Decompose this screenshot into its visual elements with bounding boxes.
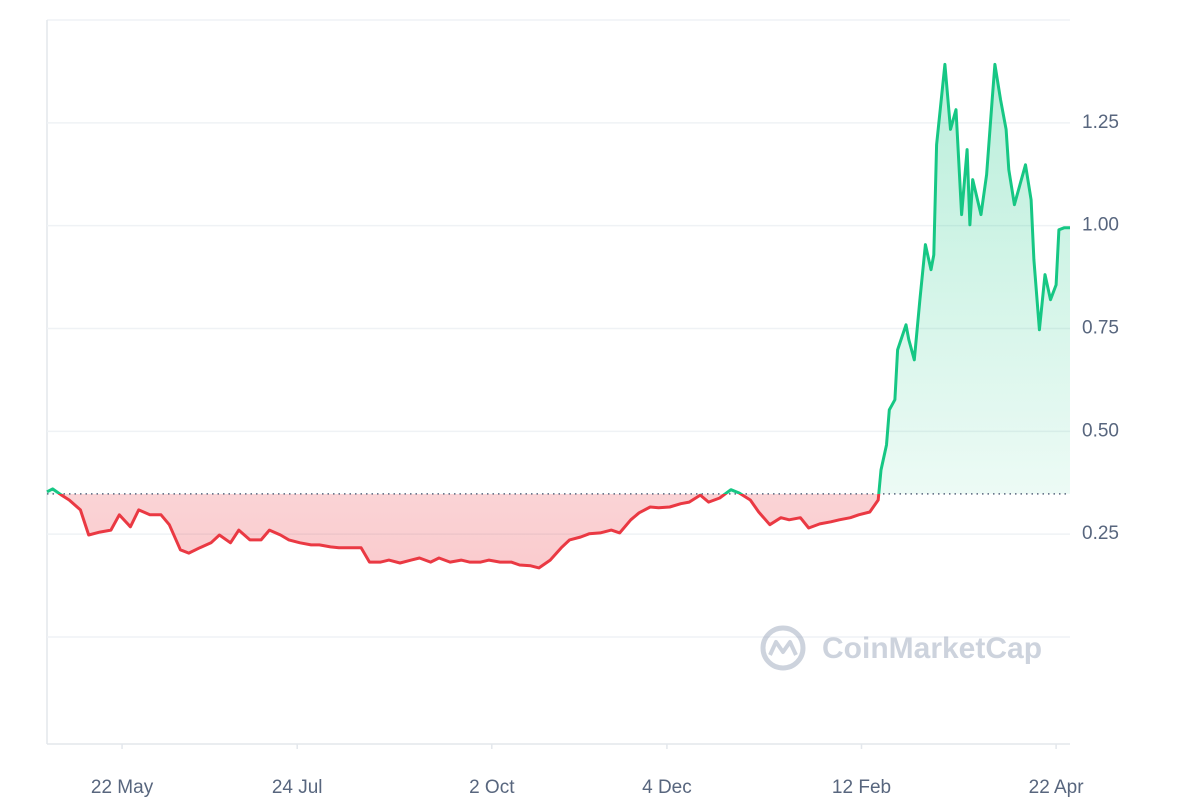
x-tick-label: 22 Apr (1029, 777, 1085, 798)
x-tick-label: 12 Feb (832, 777, 891, 798)
y-tick-label: 1.00 (1082, 215, 1119, 236)
watermark-text: CoinMarketCap (822, 632, 1042, 665)
x-tick-label: 24 Jul (272, 777, 323, 798)
x-tick-label: 4 Dec (642, 777, 692, 798)
x-tick-label: 2 Oct (469, 777, 515, 798)
x-tick-label: 22 May (91, 777, 154, 798)
y-tick-label: 1.25 (1082, 112, 1119, 133)
y-tick-label: 0.50 (1082, 420, 1119, 441)
y-tick-label: 0.75 (1082, 318, 1119, 339)
watermark: CoinMarketCap (760, 625, 1042, 671)
price-area (47, 64, 1070, 568)
price-line (46, 62, 1070, 570)
y-tick-label: 0.25 (1082, 523, 1119, 544)
